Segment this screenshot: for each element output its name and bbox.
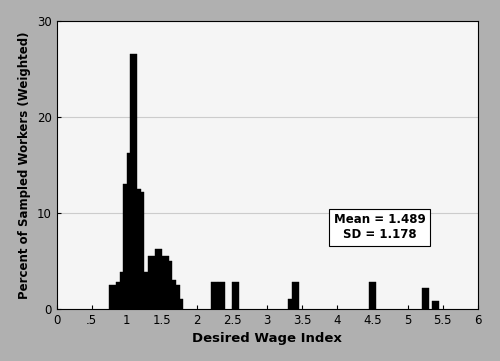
Bar [172,285,180,309]
Bar [169,280,176,309]
Bar [176,299,183,309]
Bar [127,153,134,309]
X-axis label: Desired Wage Index: Desired Wage Index [192,332,342,345]
Bar [110,285,116,309]
Bar [141,273,148,309]
Bar [116,282,123,309]
Bar [124,184,130,309]
Bar [130,54,138,309]
Bar [155,249,162,309]
Bar [218,282,225,309]
Bar [138,192,144,309]
Bar [120,273,127,309]
Bar [288,299,296,309]
Bar [211,282,218,309]
Text: Mean = 1.489
SD = 1.178: Mean = 1.489 SD = 1.178 [334,213,426,241]
Bar [144,278,152,309]
Bar [432,301,440,309]
Bar [369,282,376,309]
Bar [152,297,158,309]
Bar [158,304,166,309]
Bar [148,256,155,309]
Bar [422,288,429,309]
Bar [232,282,239,309]
Bar [292,282,299,309]
Bar [166,261,172,309]
Bar [162,256,169,309]
Bar [134,189,141,309]
Y-axis label: Percent of Sampled Workers (Weighted): Percent of Sampled Workers (Weighted) [18,31,32,299]
